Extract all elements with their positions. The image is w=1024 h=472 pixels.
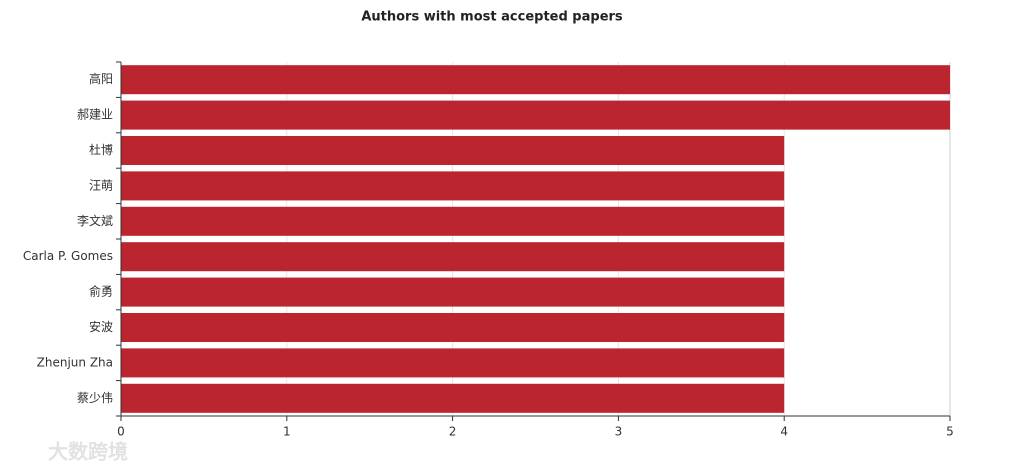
x-tick-label: 4 — [780, 425, 788, 439]
x-tick-label: 5 — [946, 425, 954, 439]
x-tick-label: 3 — [615, 425, 623, 439]
y-tick-label: 郝建业 — [77, 108, 113, 122]
y-tick-label: 李文斌 — [77, 213, 113, 228]
y-tick-label: Carla P. Gomes — [23, 249, 113, 263]
chart-title: Authors with most accepted papers — [361, 10, 623, 25]
watermark: 大数跨境 — [48, 440, 128, 464]
bar — [121, 206, 785, 236]
bar — [121, 171, 785, 201]
y-tick-label: 蔡少伟 — [77, 391, 113, 405]
x-tick-label: 1 — [283, 425, 291, 439]
bar — [121, 242, 785, 272]
y-tick-label: 汪萌 — [89, 178, 113, 192]
bar — [121, 65, 950, 95]
bar — [121, 383, 785, 413]
y-tick-label: Zhenjun Zha — [37, 355, 113, 369]
bar — [121, 135, 785, 166]
bar — [121, 100, 950, 130]
x-tick-label: 0 — [117, 425, 125, 439]
bar — [121, 312, 785, 343]
y-tick-label: 杜博 — [89, 142, 113, 157]
bar — [121, 348, 785, 378]
bar — [121, 277, 785, 307]
y-tick-label: 高阳 — [89, 71, 113, 86]
y-tick-label: 安波 — [89, 319, 113, 334]
y-tick-label: 俞勇 — [89, 284, 113, 299]
x-tick-label: 2 — [449, 425, 457, 439]
